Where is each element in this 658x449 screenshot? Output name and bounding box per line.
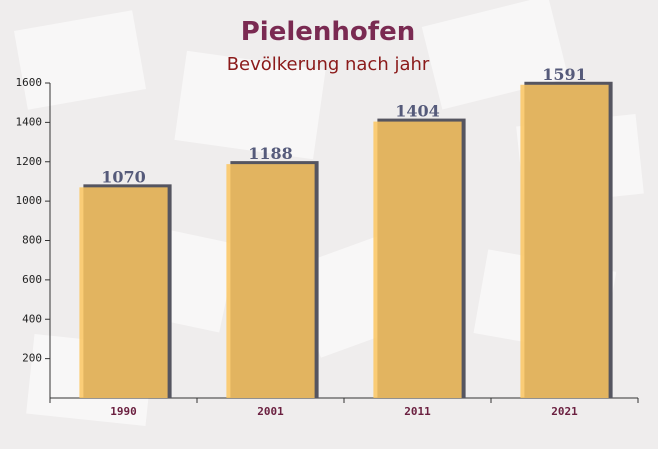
value-label: 1188: [248, 144, 293, 163]
chart-title: Pielenhofen: [241, 17, 415, 47]
y-tick-label: 1000: [16, 194, 43, 207]
y-tick-label: 1200: [16, 155, 43, 168]
y-tick-label: 1600: [16, 76, 43, 89]
value-label: 1404: [395, 102, 440, 121]
bar: [520, 84, 609, 398]
x-tick-label: 2021: [551, 405, 578, 418]
value-label: 1070: [101, 167, 146, 186]
y-tick-label: 200: [22, 352, 42, 365]
x-tick-label: 2001: [257, 405, 284, 418]
y-tick-label: 400: [22, 312, 42, 325]
bar: [226, 164, 315, 398]
y-tick-label: 600: [22, 273, 42, 286]
y-tick-label: 1400: [16, 115, 43, 128]
y-tick-label: 800: [22, 234, 42, 247]
value-label: 1591: [542, 65, 587, 84]
x-tick-label: 1990: [110, 405, 137, 418]
bar: [79, 187, 168, 398]
chart-subtitle: Bevölkerung nach jahr: [227, 54, 430, 75]
bar: [373, 121, 462, 399]
x-tick-label: 2011: [404, 405, 431, 418]
